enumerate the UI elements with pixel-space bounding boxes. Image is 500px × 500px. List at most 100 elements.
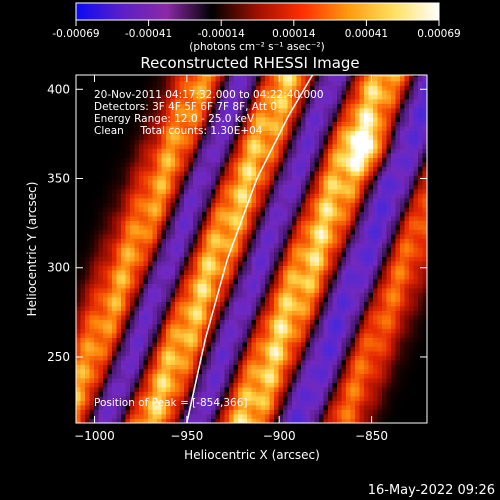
heatmap-cell [157,94,162,100]
heatmap-cell [224,315,230,320]
heatmap-cell [148,319,153,325]
heatmap-cell [278,414,284,419]
heatmap-cell [292,229,297,235]
heatmap-cell [256,396,261,401]
heatmap-cell [314,324,320,329]
heatmap-cell [206,171,212,176]
heatmap-cell [229,382,234,388]
heatmap-cell [350,171,356,176]
heatmap-cell [278,180,284,185]
heatmap-cell [247,256,252,262]
heatmap-cell [355,81,360,86]
heatmap-cell [85,198,90,203]
heatmap-cell [283,130,288,136]
heatmap-cell [319,157,324,163]
heatmap-cell [233,355,239,361]
heatmap-cell [305,175,311,181]
heatmap-cell [89,346,95,352]
heatmap-cell [139,117,144,122]
heatmap-cell [323,171,329,176]
heatmap-cell [85,175,90,181]
heatmap-cell [319,378,324,383]
heatmap-cell [184,130,189,136]
heatmap-cell [184,85,189,91]
heatmap-cell [157,391,162,397]
heatmap-cell [251,373,257,379]
heatmap-cell [350,310,356,316]
heatmap-cell [350,297,356,302]
heatmap-cell [319,418,324,423]
heatmap-cell [314,108,320,113]
heatmap-cell [202,81,207,86]
heatmap-cell [260,265,266,271]
heatmap-cell [346,346,351,352]
heatmap-cell [337,234,342,239]
heatmap-cell [211,216,216,221]
heatmap-cell [121,207,126,212]
heatmap-cell [233,328,239,334]
heatmap-cell [346,414,351,419]
heatmap-cell [274,265,279,271]
heatmap-cell [341,229,347,235]
heatmap-cell [278,279,284,284]
heatmap-cell [85,171,90,176]
heatmap-cell [175,405,180,410]
heatmap-cell [283,148,288,154]
heatmap-cell [305,288,311,293]
heatmap-cell [238,166,243,172]
heatmap-cell [328,306,333,311]
heatmap-cell [260,171,266,176]
heatmap-cell [233,225,239,230]
heatmap-cell [224,94,230,100]
heatmap-cell [215,139,221,145]
heatmap-cell [251,121,257,127]
heatmap-cell [89,162,95,167]
heatmap-cell [310,409,315,415]
heatmap-cell [184,306,189,311]
heatmap-cell [85,418,90,423]
heatmap-cell [143,319,149,325]
heatmap-cell [305,117,311,122]
heatmap-cell [341,387,347,392]
heatmap-cell [85,328,90,334]
heatmap-cell [148,76,153,82]
heatmap-cell [211,75,216,77]
heatmap-cell [215,355,221,361]
heatmap-cell [296,391,302,397]
heatmap-cell [269,360,275,365]
heatmap-cell [247,247,252,253]
heatmap-cell [242,319,248,325]
heatmap-cell [314,90,320,95]
heatmap-cell [238,405,243,410]
heatmap-cell [148,85,153,91]
heatmap-cell [355,387,360,392]
heatmap-cell [143,211,149,217]
heatmap-cell [166,256,171,262]
heatmap-cell [103,405,108,410]
heatmap-cell [346,238,351,244]
heatmap-cell [269,373,275,379]
heatmap-cell [283,360,288,365]
heatmap-cell [188,211,194,217]
heatmap-cell [98,337,104,343]
heatmap-cell [224,157,230,163]
heatmap-cell [125,306,131,311]
heatmap-cell [125,198,131,203]
heatmap-cell [103,319,108,325]
heatmap-cell [179,369,185,374]
heatmap-cell [193,391,198,397]
heatmap-cell [112,261,117,266]
heatmap-cell [269,189,275,194]
heatmap-cell [112,265,117,271]
heatmap-cell [112,373,117,379]
heatmap-cell [337,405,342,410]
heatmap-cell [112,81,117,86]
heatmap-cell [251,333,257,338]
heatmap-cell [170,175,176,181]
heatmap-cell [346,297,351,302]
heatmap-cell [125,351,131,356]
heatmap-cell [247,328,252,334]
heatmap-cell [152,193,158,199]
heatmap-cell [188,216,194,221]
heatmap-cell [134,76,140,82]
